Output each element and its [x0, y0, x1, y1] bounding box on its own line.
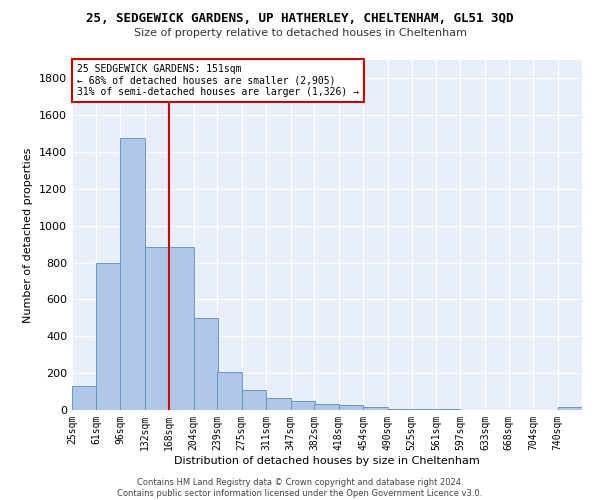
Bar [72, 386, 97, 410]
Bar [388, 409, 412, 410]
Y-axis label: Number of detached properties: Number of detached properties [23, 148, 34, 322]
Bar [314, 404, 339, 410]
X-axis label: Distribution of detached houses by size in Cheltenham: Distribution of detached houses by size … [174, 456, 480, 466]
Text: Contains HM Land Registry data © Crown copyright and database right 2024.
Contai: Contains HM Land Registry data © Crown c… [118, 478, 482, 498]
Bar [217, 372, 242, 410]
Bar [120, 138, 145, 410]
Bar [290, 401, 315, 410]
Bar [242, 390, 266, 410]
Bar [145, 247, 169, 410]
Bar [97, 263, 121, 410]
Bar [339, 404, 364, 410]
Text: 25, SEDGEWICK GARDENS, UP HATHERLEY, CHELTENHAM, GL51 3QD: 25, SEDGEWICK GARDENS, UP HATHERLEY, CHE… [86, 12, 514, 26]
Text: Size of property relative to detached houses in Cheltenham: Size of property relative to detached ho… [133, 28, 467, 38]
Bar [557, 407, 582, 410]
Bar [194, 318, 218, 410]
Bar [266, 398, 290, 410]
Bar [364, 407, 388, 410]
Bar [169, 247, 194, 410]
Text: 25 SEDGEWICK GARDENS: 151sqm
← 68% of detached houses are smaller (2,905)
31% of: 25 SEDGEWICK GARDENS: 151sqm ← 68% of de… [77, 64, 359, 96]
